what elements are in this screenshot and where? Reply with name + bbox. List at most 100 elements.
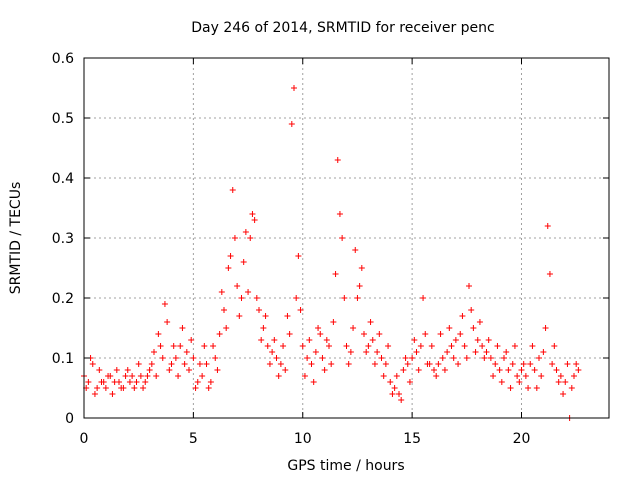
data-point (376, 331, 383, 337)
data-point (245, 289, 252, 295)
data-point (271, 337, 278, 343)
data-point (341, 295, 348, 301)
data-point (431, 367, 437, 373)
data-point (210, 343, 217, 349)
data-point (455, 361, 462, 367)
data-point (391, 385, 398, 391)
data-point (238, 295, 245, 301)
data-point (420, 295, 427, 301)
data-point (542, 325, 549, 331)
data-point (201, 343, 208, 349)
data-point (330, 319, 337, 325)
data-point (240, 259, 247, 265)
data-point (350, 325, 357, 331)
data-point (146, 367, 153, 373)
data-point (212, 355, 219, 361)
data-point (102, 385, 109, 391)
data-point (91, 391, 98, 397)
y-tick-label: 0.5 (52, 111, 74, 127)
data-point (540, 349, 547, 355)
data-point (358, 265, 365, 271)
data-point (221, 307, 227, 313)
data-point (109, 391, 116, 397)
data-point (490, 373, 497, 379)
data-point (151, 349, 157, 355)
data-point (207, 379, 214, 385)
data-point (188, 337, 195, 343)
data-point (262, 313, 269, 319)
data-point (435, 361, 442, 367)
x-tick-label: 15 (403, 431, 421, 447)
data-point (389, 391, 396, 397)
data-point (196, 361, 203, 367)
x-tick-label: 0 (80, 431, 89, 447)
data-point (439, 355, 446, 361)
data-point (516, 379, 523, 385)
data-point (124, 367, 131, 373)
data-point (365, 343, 372, 349)
y-tick-label: 0.3 (52, 231, 74, 247)
data-point (175, 373, 182, 379)
data-point (378, 355, 385, 361)
data-point (374, 349, 381, 355)
data-point (168, 361, 175, 367)
data-point (280, 343, 287, 349)
data-point (507, 385, 514, 391)
data-point (214, 367, 221, 373)
data-point (575, 367, 582, 373)
data-point (242, 229, 249, 235)
data-point (367, 319, 374, 325)
data-point (258, 337, 265, 343)
data-point (155, 331, 162, 337)
data-point (417, 343, 424, 349)
data-point (525, 385, 532, 391)
data-point (299, 343, 306, 349)
data-point (323, 337, 330, 343)
data-point (450, 355, 457, 361)
data-point (536, 355, 542, 361)
data-point (328, 361, 335, 367)
data-point (164, 319, 171, 325)
data-point (398, 397, 405, 403)
data-point (470, 325, 477, 331)
data-point (317, 331, 324, 337)
data-point (433, 373, 440, 379)
data-point (557, 373, 564, 379)
data-point (247, 235, 254, 241)
data-point (437, 331, 444, 337)
data-point (503, 349, 510, 355)
data-point (137, 373, 144, 379)
data-point (396, 391, 402, 397)
data-point (227, 253, 234, 259)
data-point (129, 373, 136, 379)
data-point (297, 307, 304, 313)
data-point (133, 379, 140, 385)
data-point (284, 313, 291, 319)
data-point (527, 361, 534, 367)
data-point (347, 349, 354, 355)
data-point (531, 367, 538, 373)
data-point (413, 349, 420, 355)
data-point (310, 379, 317, 385)
data-point (122, 373, 129, 379)
data-point (466, 283, 472, 289)
data-point (277, 361, 284, 367)
axis-ticks: 0 0.1 0.2 0.3 0.4 0.5 0.6 0 5 10 15 20 (52, 51, 609, 447)
data-point (275, 373, 282, 379)
data-point (422, 331, 429, 337)
data-point (135, 361, 142, 367)
x-tick-label: 5 (189, 431, 198, 447)
data-point (286, 331, 293, 337)
data-point (522, 373, 529, 379)
data-point (177, 343, 184, 349)
data-point (494, 343, 501, 349)
data-point (312, 349, 319, 355)
data-point (89, 361, 96, 367)
data-point (144, 373, 151, 379)
data-point (461, 343, 468, 349)
data-point (549, 361, 556, 367)
data-point (308, 361, 315, 367)
data-point (411, 337, 418, 343)
data-point (518, 367, 525, 373)
data-point (380, 373, 387, 379)
